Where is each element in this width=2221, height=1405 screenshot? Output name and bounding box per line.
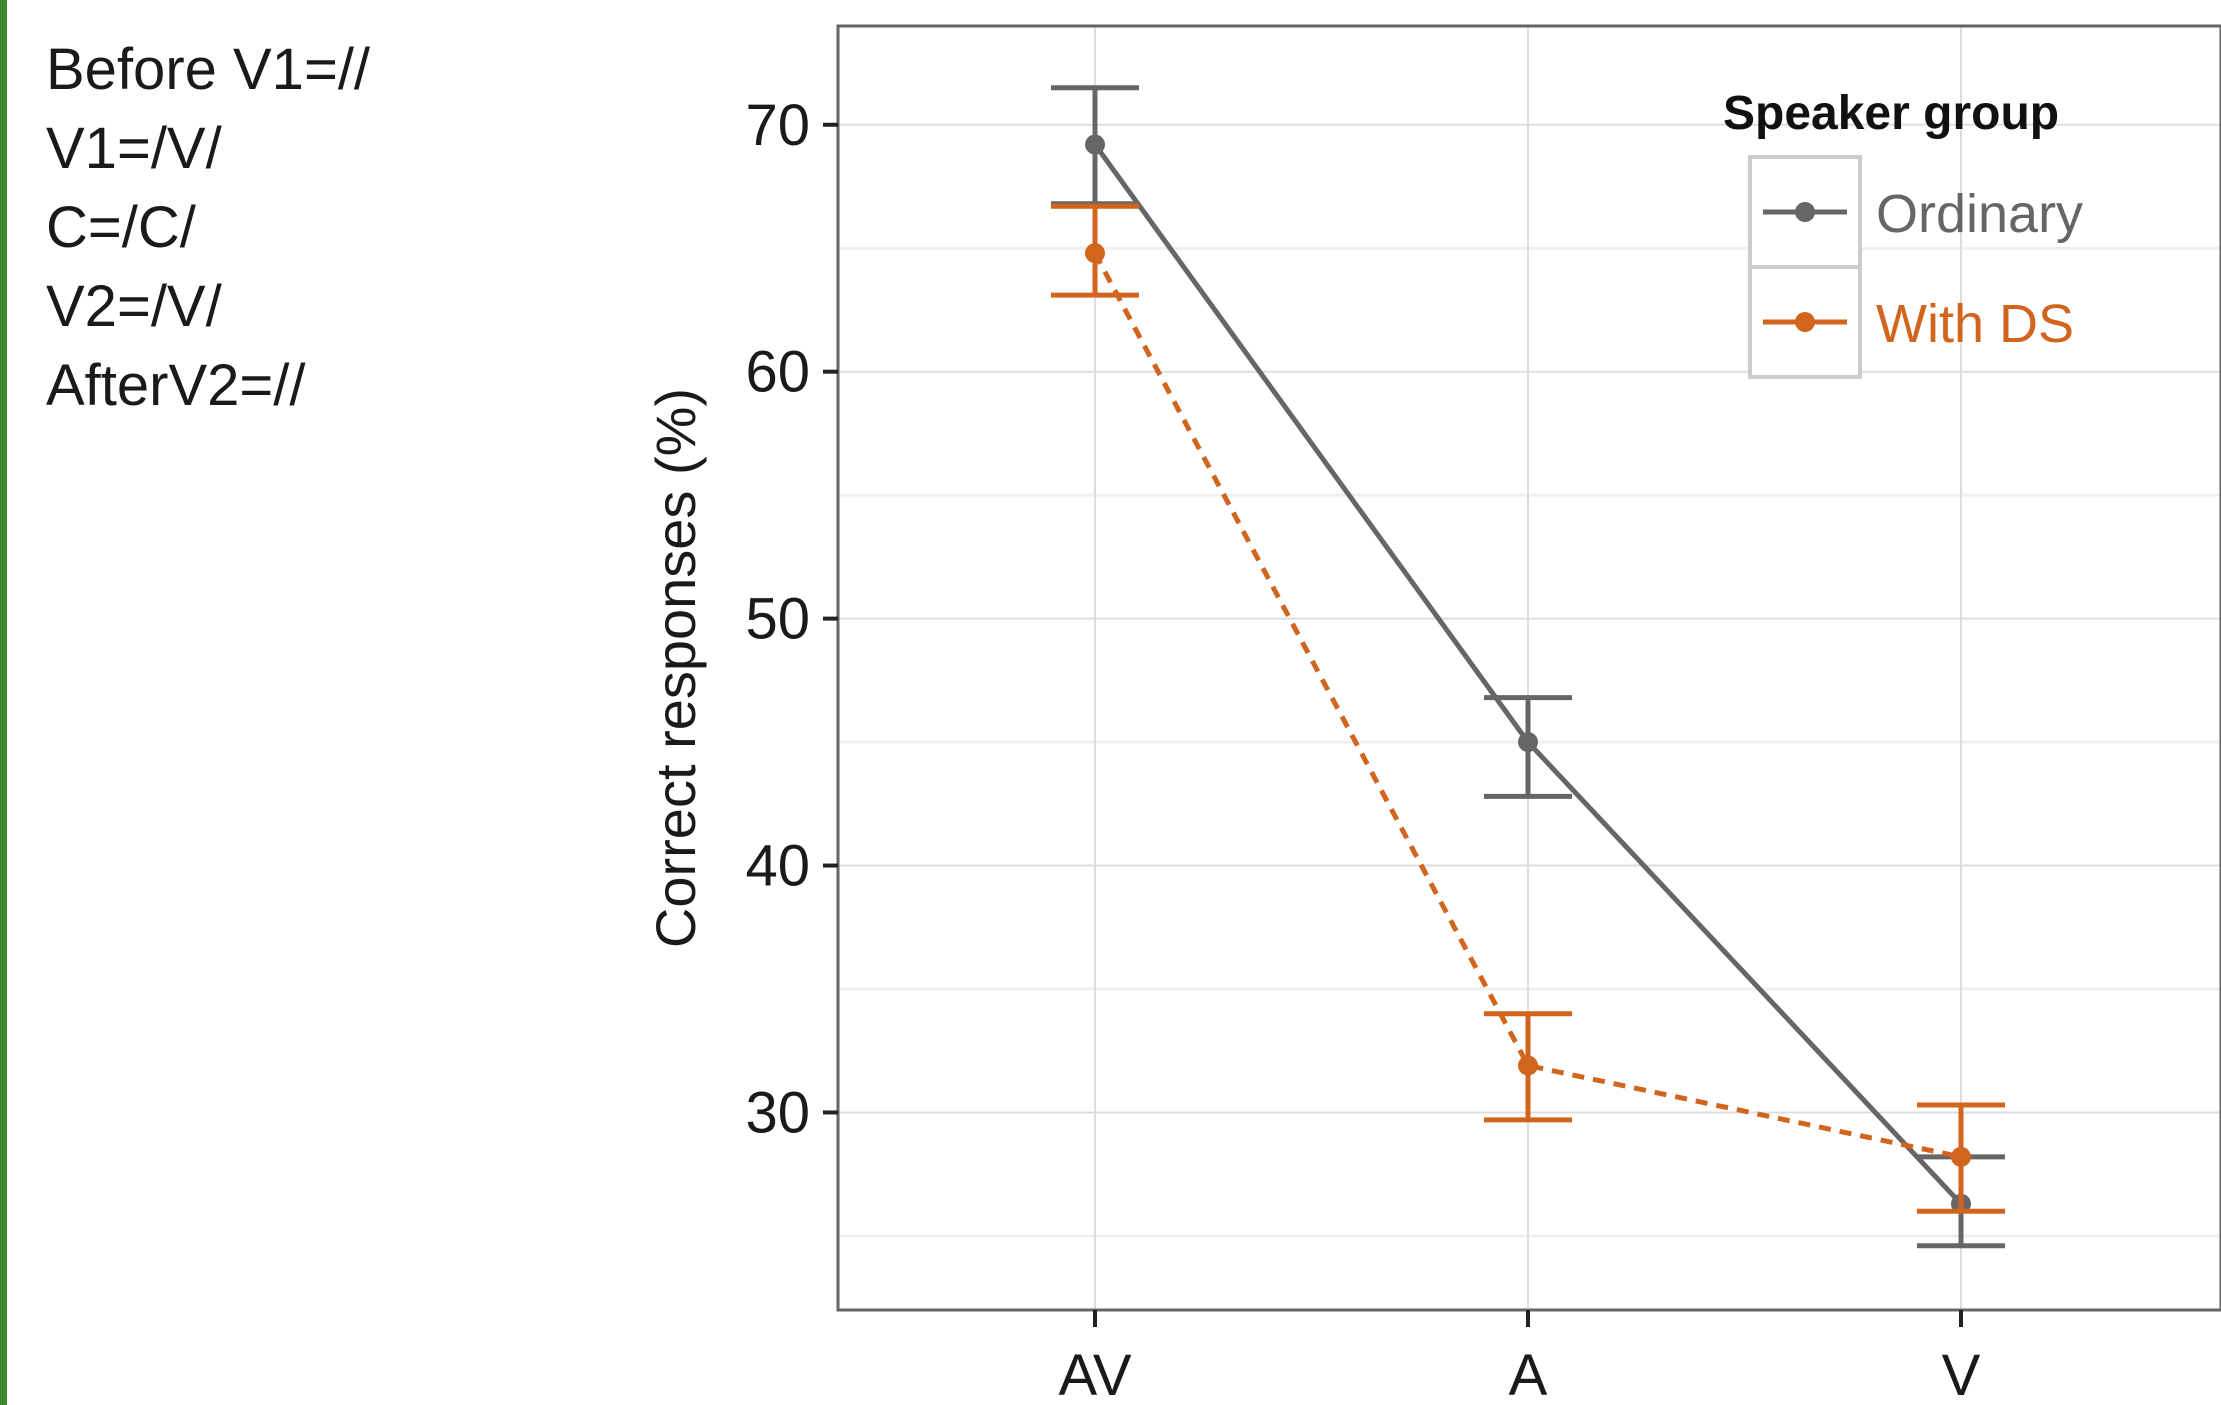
- y-tick-label: 60: [745, 340, 810, 405]
- data-point: [1518, 1055, 1538, 1076]
- y-tick-label: 40: [745, 834, 810, 899]
- legend-entries: Ordinary With DS: [1763, 184, 2083, 354]
- x-tick-label: V: [1942, 1343, 1981, 1405]
- data-point: [1518, 732, 1538, 753]
- y-tick-label: 50: [745, 587, 810, 652]
- note-line: AfterV2=//: [46, 353, 306, 418]
- left-border: [0, 0, 7, 1405]
- legend-key-point: [1795, 312, 1815, 332]
- data-point: [1951, 1146, 1971, 1167]
- notes-panel: Before V1=// V1=/V/ C=/C/ V2=/V/ AfterV2…: [46, 30, 370, 425]
- grid-layer: [838, 26, 2221, 1310]
- note-line: Before V1=//: [46, 37, 371, 102]
- legend-key-point: [1795, 202, 1815, 222]
- data-point: [1085, 134, 1105, 155]
- x-tick-label: AV: [1058, 1343, 1131, 1405]
- note-line: V1=/V/: [46, 116, 222, 181]
- legend-entry-label: Ordinary: [1876, 184, 2083, 244]
- note-line: V2=/V/: [46, 274, 222, 339]
- series-with-ds: [1051, 203, 2005, 1214]
- y-tick-label: 70: [745, 93, 810, 158]
- y-axis-label: Correct responses (%): [644, 388, 707, 948]
- note-line: C=/C/: [46, 195, 196, 260]
- y-tick-label: 30: [745, 1080, 810, 1145]
- series-layer: [1051, 85, 2005, 1249]
- legend-title: Speaker group: [1723, 87, 2059, 140]
- legend-entry-label: With DS: [1876, 294, 2074, 354]
- x-tick-label: A: [1509, 1343, 1548, 1405]
- data-point: [1085, 243, 1105, 264]
- legend: Speaker group Ordinary With DS: [1723, 87, 2083, 379]
